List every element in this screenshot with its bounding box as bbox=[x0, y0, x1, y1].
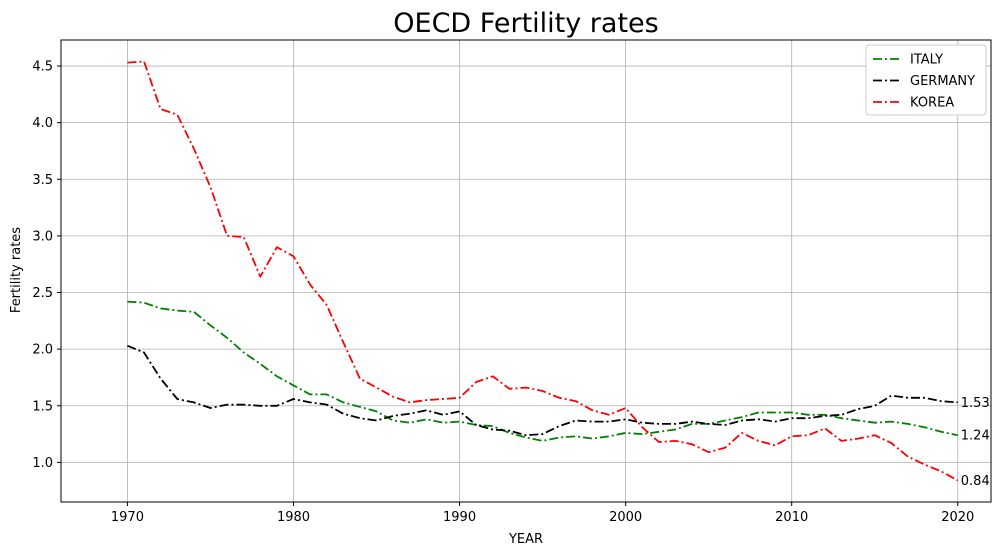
legend-label-germany: GERMANY bbox=[910, 74, 975, 89]
legend-box bbox=[865, 44, 987, 116]
x-tick-label: 2000 bbox=[609, 510, 642, 525]
y-tick-label: 3.0 bbox=[32, 229, 53, 244]
axis-ticks: 1970 1980 1990 2000 2010 2020 1.0 1.5 2.0 2.5 3.0 3… bbox=[32, 60, 974, 525]
x-axis-label: YEAR bbox=[508, 532, 543, 547]
plot-area-frame bbox=[60, 39, 992, 503]
x-tick-label: 1970 bbox=[111, 510, 144, 525]
end-label-germany: 1.53 bbox=[961, 396, 990, 411]
y-tick-label: 1.0 bbox=[32, 456, 53, 471]
y-tick-label: 4.5 bbox=[32, 60, 53, 75]
grid-lines bbox=[61, 40, 991, 502]
end-value-labels: 1.53 1.24 0.84 bbox=[961, 396, 990, 489]
end-label-korea: 0.84 bbox=[961, 474, 990, 489]
y-tick-label: 3.5 bbox=[32, 173, 53, 188]
series-line-korea bbox=[127, 60, 959, 482]
legend-label-korea: KOREA bbox=[910, 96, 954, 111]
series-line-germany bbox=[127, 344, 958, 437]
end-label-italy: 1.24 bbox=[961, 429, 990, 444]
y-tick-label: 4.0 bbox=[32, 116, 53, 131]
x-tick-label: 2020 bbox=[941, 510, 974, 525]
x-tick-label: 2010 bbox=[775, 510, 808, 525]
series-line-italy bbox=[127, 300, 958, 442]
y-tick-label: 2.0 bbox=[32, 343, 53, 358]
chart-title: OECD Fertility rates bbox=[393, 8, 658, 39]
x-tick-label: 1990 bbox=[443, 510, 476, 525]
legend-label-italy: ITALY bbox=[910, 53, 943, 68]
y-axis-label: Fertility rates bbox=[9, 227, 24, 313]
legend: ITALY GERMANY KOREA bbox=[865, 44, 987, 116]
y-tick-label: 1.5 bbox=[32, 399, 53, 414]
x-tick-label: 1980 bbox=[277, 510, 310, 525]
series-lines bbox=[127, 60, 959, 482]
y-tick-label: 2.5 bbox=[32, 286, 53, 301]
